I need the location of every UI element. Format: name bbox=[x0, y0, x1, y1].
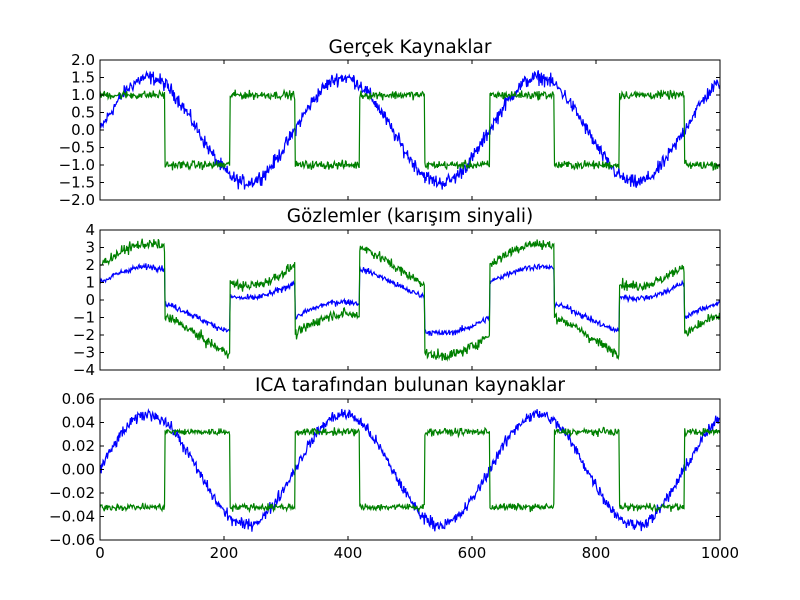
panel-3-x-tick-label: 200 bbox=[210, 544, 239, 562]
panel-1: Gerçek Kaynaklar −2.0−1.5−1.0−0.50.00.51… bbox=[59, 37, 721, 209]
panel-2-y-tick-label: −1 bbox=[73, 309, 95, 327]
panel-3-y-tick-label: −0.06 bbox=[49, 531, 95, 549]
panel-3-x-tick-label: 800 bbox=[582, 544, 611, 562]
panel-3-y-tick-label: 0.04 bbox=[62, 414, 95, 432]
panel-1-y-tick-label: 2.0 bbox=[71, 51, 95, 69]
panel-2-y-tick-label: 0 bbox=[85, 291, 95, 309]
panel-2-y-tick-label: 4 bbox=[85, 221, 95, 239]
panel-1-y-tick-label: 1.0 bbox=[71, 86, 95, 104]
panel-2-series-1-line bbox=[100, 262, 720, 336]
panel-2-y-tick-label: 2 bbox=[85, 256, 95, 274]
panel-2-title: Gözlemler (karışım sinyali) bbox=[287, 206, 534, 227]
panel-1-title: Gerçek Kaynaklar bbox=[328, 37, 491, 58]
panel-1-y-tick-label: 1.5 bbox=[71, 69, 95, 87]
panel-3-y-tick-label: 0.02 bbox=[62, 437, 95, 455]
panel-2-series-2-line bbox=[100, 238, 720, 362]
panel-3-x-tick-label: 400 bbox=[334, 544, 363, 562]
panel-2-y-tick-label: 3 bbox=[85, 239, 95, 257]
panel-3-plot: −0.06 −0.04 −0.02 0.00 0.02 0.04 0.06 0 200 400 60… bbox=[49, 390, 739, 562]
panel-2: Gözlemler (karışım sinyali) −4−3−2−10123… bbox=[73, 206, 721, 379]
panel-1-y-tick-label: 0.5 bbox=[71, 104, 95, 122]
panel-3-x-tick-label: 1000 bbox=[701, 544, 739, 562]
panel-3-y-tick-label: 0.00 bbox=[62, 461, 95, 479]
panel-3-x-tick-label: 600 bbox=[458, 544, 487, 562]
panel-1-y-tick-label: −1.5 bbox=[59, 174, 95, 192]
panel-3-title: ICA tarafından bulunan kaynaklar bbox=[255, 375, 565, 396]
panel-2-y-tick-label: 1 bbox=[85, 274, 95, 292]
panel-3-y-tick-label: 0.06 bbox=[62, 390, 95, 408]
panel-1-series-1-line bbox=[100, 70, 720, 190]
panel-1-series-2-line bbox=[100, 88, 720, 171]
panel-1-y-tick-label: −0.5 bbox=[59, 139, 95, 157]
panel-1-plot: −2.0−1.5−1.0−0.50.00.51.01.52.0 bbox=[59, 51, 721, 209]
panel-3: ICA tarafından bulunan kaynaklar −0.06−0… bbox=[49, 375, 739, 562]
panel-3-y-tick-label: −0.04 bbox=[49, 508, 95, 526]
panel-3-series-1-line bbox=[100, 407, 720, 532]
panel-2-y-tick-label: −4 bbox=[73, 361, 95, 379]
panel-3-x-tick-label: 0 bbox=[95, 544, 105, 562]
panel-3-series-2-line bbox=[100, 426, 720, 514]
panel-1-y-tick-label: −1.0 bbox=[59, 156, 95, 174]
panel-2-y-tick-label: −2 bbox=[73, 326, 95, 344]
panel-2-y-tick-label: −3 bbox=[73, 344, 95, 362]
panel-1-y-tick-label: 0.0 bbox=[71, 121, 95, 139]
panel-1-y-tick-label: −2.0 bbox=[59, 191, 95, 209]
panel-3-y-tick-label: −0.02 bbox=[49, 484, 95, 502]
